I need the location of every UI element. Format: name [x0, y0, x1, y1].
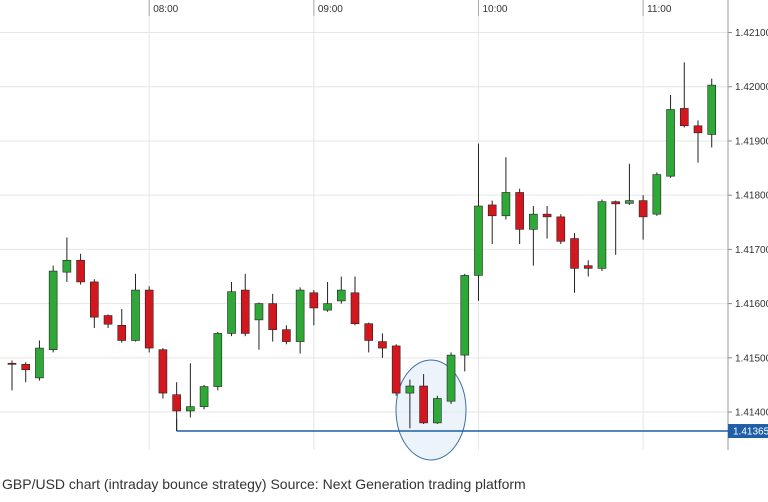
- level-label: 1.41365: [733, 427, 768, 438]
- candle-body: [391, 345, 401, 394]
- candle-body: [350, 292, 360, 324]
- candle-body: [693, 125, 703, 134]
- candle-body: [254, 303, 264, 321]
- candle-body: [35, 347, 44, 379]
- candle-body: [336, 289, 346, 302]
- candle-body: [186, 406, 195, 412]
- candle-body: [378, 341, 387, 349]
- candle-body: [487, 204, 497, 217]
- candle-body: [227, 291, 236, 334]
- candle-body: [611, 201, 620, 205]
- candle-body: [474, 205, 483, 276]
- candle-body: [199, 386, 209, 407]
- candle-body: [556, 216, 566, 242]
- candle-body: [364, 323, 374, 341]
- candle-body: [446, 354, 456, 402]
- y-tick-label: 1.41900: [735, 136, 768, 147]
- candle-body: [62, 259, 72, 273]
- candle-body: [240, 289, 250, 334]
- y-tick-label: 1.41800: [735, 191, 768, 202]
- candle-body: [90, 281, 99, 318]
- x-tick-label: 11:00: [647, 4, 672, 15]
- candle-body: [638, 200, 648, 218]
- candle-body: [625, 200, 634, 204]
- candle-body: [583, 265, 593, 269]
- candle-body: [76, 259, 85, 283]
- candle-body: [529, 213, 538, 230]
- candle-body: [323, 303, 332, 311]
- candle-body: [515, 192, 524, 230]
- candle-body: [433, 398, 442, 424]
- x-tick-label: 09:00: [318, 4, 343, 15]
- candle-body: [144, 289, 154, 349]
- candle-body: [21, 364, 31, 371]
- grid: [0, 0, 728, 450]
- candle-body: [268, 303, 277, 330]
- candle-body: [7, 362, 17, 365]
- candle-body: [103, 315, 113, 325]
- candle-body: [460, 275, 470, 356]
- level-label-box: [728, 424, 768, 439]
- candle-body: [172, 394, 181, 412]
- caption: GBP/USD chart (intraday bounce strategy)…: [2, 476, 526, 492]
- candle-body: [213, 333, 223, 387]
- highlight-ellipse: [395, 359, 467, 461]
- candle-body: [295, 289, 305, 342]
- y-tick-label: 1.41500: [735, 353, 768, 364]
- candle-body: [542, 213, 552, 218]
- x-tick-label: 10:00: [482, 4, 507, 15]
- x-tick-label: 08:00: [153, 4, 178, 15]
- y-tick-label: 1.41600: [735, 299, 768, 310]
- candle-body: [419, 385, 428, 424]
- candle-body: [131, 289, 140, 341]
- candle-body: [117, 325, 127, 341]
- chart: 1.41400 1.41500 1.41600 1.41700 1.41800 1.419…: [0, 0, 768, 461]
- candle-body: [405, 385, 415, 394]
- candle-body: [48, 270, 58, 350]
- candle-body: [666, 109, 675, 177]
- candle-body: [707, 84, 717, 135]
- y-tick-label: 1.41700: [735, 245, 768, 256]
- y-tick-label: 1.42100: [735, 28, 768, 39]
- candle-body: [570, 238, 579, 269]
- candle-body: [652, 174, 662, 215]
- candle-body: [309, 292, 319, 309]
- candle-body: [597, 201, 607, 269]
- candle-body: [679, 108, 689, 127]
- y-tick-label: 1.41400: [735, 408, 768, 419]
- candle-body: [501, 192, 511, 217]
- candle-body: [282, 329, 291, 342]
- y-tick-label: 1.42000: [735, 82, 768, 93]
- candle-body: [158, 349, 168, 394]
